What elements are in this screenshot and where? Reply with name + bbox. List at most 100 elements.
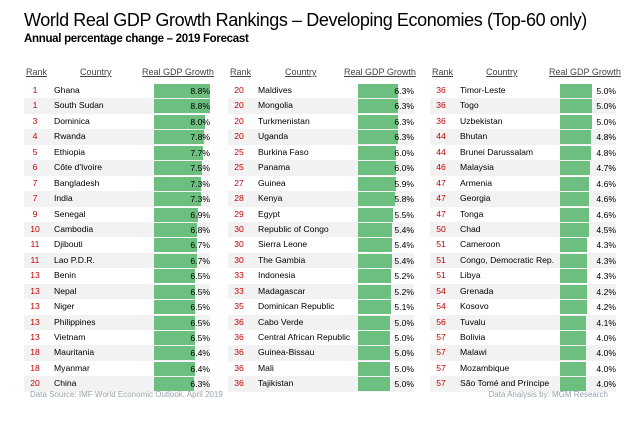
rank-cell: 51	[436, 270, 446, 281]
rank-cell: 20	[234, 85, 244, 95]
growth-cell: 4.7%	[560, 161, 616, 176]
header-country-3: Country	[486, 67, 518, 77]
growth-value-label: 6.3%	[394, 116, 414, 127]
country-cell: Senegal	[54, 208, 86, 219]
growth-value-label: 4.8%	[596, 132, 616, 143]
growth-bar	[560, 130, 591, 145]
growth-cell: 6.4%	[154, 346, 210, 361]
country-cell: Cabo Verde	[258, 316, 304, 327]
growth-value-label: 6.4%	[190, 348, 210, 359]
growth-value-label: 4.6%	[596, 209, 616, 220]
growth-cell: 7.7%	[154, 145, 210, 160]
country-cell: Vietnam	[54, 332, 86, 342]
growth-bar	[560, 176, 590, 191]
growth-bar	[358, 377, 390, 392]
growth-cell: 4.8%	[560, 130, 616, 145]
country-cell: Tuvalu	[460, 316, 486, 327]
growth-value-label: 7.3%	[190, 194, 210, 205]
growth-value-label: 5.9%	[394, 178, 414, 189]
growth-value-label: 6.9%	[190, 209, 210, 220]
country-cell: Tajikistan	[258, 378, 294, 389]
growth-cell: 7.3%	[154, 176, 210, 191]
growth-bar	[358, 300, 391, 315]
rank-cell: 30	[234, 223, 244, 234]
country-cell: Nepal	[54, 285, 77, 296]
country-cell: South Sudan	[54, 100, 104, 111]
growth-cell: 5.8%	[358, 192, 414, 207]
rank-cell: 1	[32, 100, 38, 111]
growth-bar	[560, 99, 592, 114]
header-growth-3: Real GDP Growth	[549, 67, 621, 77]
country-cell: Guinea	[258, 177, 286, 188]
growth-value-label: 4.6%	[596, 178, 616, 189]
rank-cell: 7	[32, 177, 38, 188]
country-cell: Lao P.D.R.	[54, 254, 95, 265]
growth-cell: 6.5%	[154, 284, 210, 299]
rank-cell: 28	[234, 193, 244, 204]
growth-cell: 5.0%	[358, 331, 414, 345]
header-rank-3: Rank	[432, 67, 454, 77]
country-cell: Central African Republic	[258, 332, 351, 342]
growth-value-label: 6.7%	[190, 240, 210, 251]
country-cell: Libya	[460, 270, 481, 281]
growth-value-label: 4.7%	[596, 163, 616, 174]
growth-bar	[154, 300, 196, 315]
rank-cell: 57	[436, 347, 446, 358]
growth-bar	[358, 207, 393, 222]
growth-cell: 5.2%	[358, 284, 414, 299]
rank-cell: 57	[436, 362, 446, 373]
growth-value-label: 5.0%	[394, 348, 414, 359]
growth-bar	[560, 145, 591, 160]
rank-cell: 18	[30, 362, 40, 373]
country-cell: Benin	[54, 270, 76, 281]
country-cell: Timor-Leste	[460, 85, 506, 95]
rank-cell: 29	[234, 208, 244, 219]
rank-cell: 57	[436, 378, 446, 389]
growth-bar	[154, 222, 198, 237]
growth-value-label: 8.8%	[190, 101, 210, 112]
rank-cell: 27	[234, 177, 244, 188]
country-cell: Kosovo	[460, 301, 489, 312]
growth-value-label: 4.1%	[596, 317, 616, 328]
growth-bar	[154, 192, 201, 207]
rank-cell: 13	[30, 316, 40, 327]
growth-cell: 6.3%	[358, 99, 414, 114]
country-cell: Niger	[54, 301, 75, 312]
growth-value-label: 5.8%	[394, 194, 414, 205]
country-cell: Brunei Darussalam	[460, 146, 534, 157]
growth-bar	[358, 346, 390, 361]
growth-cell: 4.6%	[560, 176, 616, 191]
growth-bar	[154, 315, 196, 330]
country-cell: Sierra Leone	[258, 239, 308, 250]
growth-bar	[358, 99, 399, 114]
growth-value-label: 4.0%	[596, 333, 616, 343]
growth-bar	[154, 346, 195, 361]
growth-bar	[358, 361, 390, 376]
rank-cell: 36	[234, 378, 244, 389]
growth-value-label: 6.5%	[190, 333, 210, 343]
growth-cell: 5.5%	[358, 207, 414, 222]
rank-cell: 56	[436, 316, 446, 327]
country-cell: Bhutan	[460, 131, 488, 142]
country-cell: Chad	[460, 223, 481, 234]
growth-cell: 4.2%	[560, 300, 616, 315]
rank-cell: 30	[234, 239, 244, 250]
growth-cell: 6.7%	[154, 238, 210, 253]
growth-bar	[358, 84, 399, 98]
growth-value-label: 4.3%	[596, 255, 616, 266]
growth-value-label: 7.3%	[190, 178, 210, 189]
rank-cell: 13	[30, 332, 40, 342]
rank-cell: 47	[436, 208, 446, 219]
country-cell: Malaysia	[460, 162, 494, 173]
country-cell: Mauritania	[54, 347, 95, 358]
country-cell: Congo, Democratic Rep.	[460, 254, 555, 265]
rank-cell: 50	[436, 223, 446, 234]
growth-bar	[154, 238, 197, 253]
growth-bar	[154, 176, 201, 191]
rank-cell: 1	[32, 85, 38, 95]
growth-cell: 6.9%	[154, 207, 210, 222]
rank-cell: 33	[234, 270, 244, 281]
growth-cell: 7.3%	[154, 192, 210, 207]
growth-cell: 4.1%	[560, 315, 616, 330]
rank-cell: 11	[30, 254, 40, 265]
